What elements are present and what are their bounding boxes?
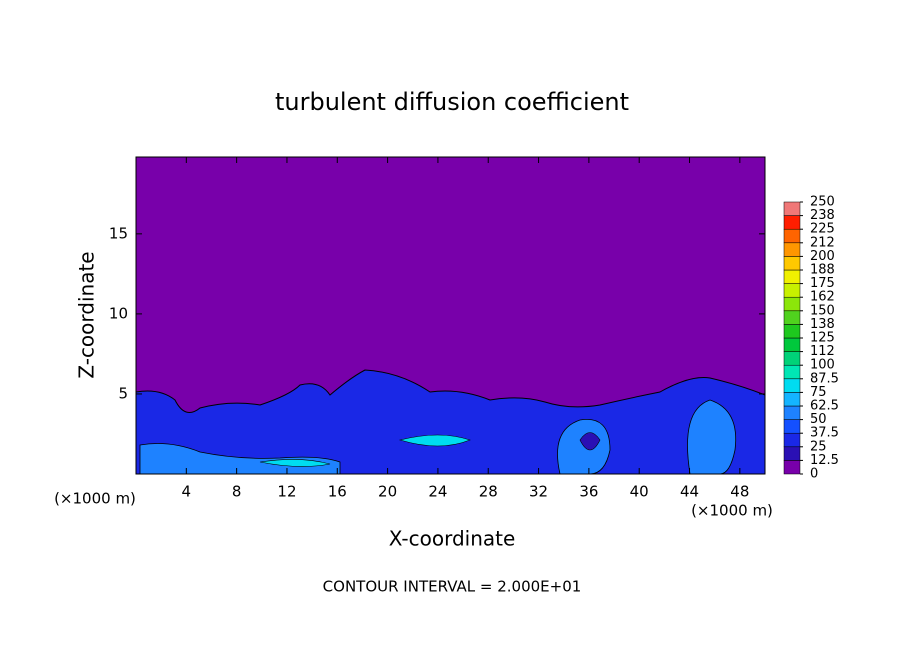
colorbar-band: [783, 242, 801, 257]
colorbar-band: [783, 228, 801, 244]
x-tick-label: 16: [328, 483, 347, 501]
field-region: [259, 459, 331, 467]
colorbar-label: 12.5: [810, 453, 839, 468]
colorbar-label: 188: [810, 263, 835, 278]
colorbar-band: [783, 432, 801, 448]
colorbar-label: 25: [810, 439, 827, 454]
footer: CONTOUR INTERVAL = 2.000E+01: [323, 578, 582, 596]
colorbar-band: [783, 405, 801, 420]
colorbar-label: 125: [810, 331, 835, 346]
field: [135, 157, 766, 475]
colorbar-band: [783, 201, 801, 216]
colorbar-label: 37.5: [810, 426, 839, 441]
colorbar-label: 112: [810, 344, 835, 359]
field-region: [579, 432, 601, 451]
x-tick-label: 32: [529, 483, 548, 501]
x-unit: (×1000 m): [691, 502, 773, 520]
field-region: [557, 418, 611, 475]
x-tick-label: 8: [232, 483, 242, 501]
colorbar-band: [783, 283, 801, 298]
colorbar-label: 87.5: [810, 371, 839, 386]
colorbar-band: [783, 460, 801, 475]
y-axis-label: Z-coordinate: [75, 251, 99, 378]
x-tick-label: 40: [630, 483, 649, 501]
colorbar-band: [783, 364, 801, 380]
colorbar-label: 212: [810, 235, 835, 250]
colorbar-label: 138: [810, 317, 835, 332]
colorbar-label: 250: [810, 195, 835, 210]
colorbar-label: 238: [810, 208, 835, 223]
colorbar-label: 162: [810, 290, 835, 305]
colorbar-label: 200: [810, 249, 835, 264]
colorbar-band: [783, 392, 801, 407]
colorbar-label: 150: [810, 303, 835, 318]
x-tick-label: 24: [428, 483, 447, 501]
colorbar-band: [783, 269, 801, 284]
colorbar-label: 225: [810, 222, 835, 237]
colorbar-band: [783, 419, 801, 434]
field-region: [398, 434, 471, 447]
y-unit: (×1000 m): [54, 490, 136, 508]
colorbar-label: 75: [810, 385, 827, 400]
x-tick-label: 48: [730, 483, 749, 501]
x-axis-label: X-coordinate: [389, 527, 516, 551]
colorbar-label: 50: [810, 412, 827, 427]
colorbar-band: [783, 351, 801, 366]
x-tick-label: 36: [579, 483, 598, 501]
y-tick-label: 10: [109, 304, 128, 322]
field-region: [687, 399, 737, 475]
colorbar-label: 100: [810, 358, 835, 373]
colorbar-band: [783, 378, 801, 393]
colorbar-label: 0: [810, 467, 818, 482]
x-tick-label: 28: [479, 483, 498, 501]
colorbar-band: [783, 310, 801, 325]
chart-title: turbulent diffusion coefficient: [275, 88, 629, 116]
colorbar-band: [783, 324, 801, 339]
colorbar-label: 175: [810, 276, 835, 291]
colorbar-label: 62.5: [810, 399, 839, 414]
x-tick-label: 44: [680, 483, 699, 501]
colorbar-band: [783, 337, 801, 352]
y-tick-label: 15: [109, 224, 128, 242]
x-tick-label: 4: [182, 483, 192, 501]
colorbar-band: [783, 215, 801, 230]
colorbar-band: [783, 446, 801, 461]
plot-frame: [135, 156, 766, 475]
y-tick-label: 5: [118, 384, 128, 402]
x-tick-label: 12: [277, 483, 296, 501]
x-tick-label: 20: [378, 483, 397, 501]
colorbar-band: [783, 296, 801, 312]
colorbar-band: [783, 256, 801, 271]
